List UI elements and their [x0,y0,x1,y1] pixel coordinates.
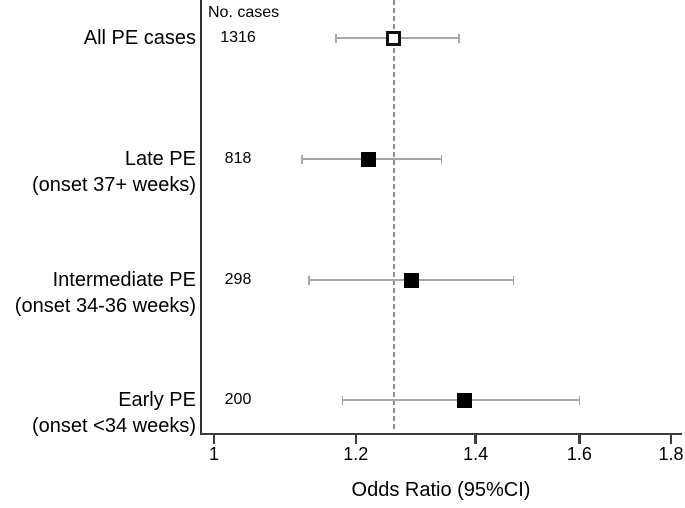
row-label: All PE cases [0,25,196,51]
case-count: 298 [224,271,252,288]
row-label-line2: (onset <34 weeks) [32,415,196,437]
x-axis-tick [212,435,216,444]
or-marker [456,392,472,408]
row-label: Intermediate PE (onset 34-36 weeks) [0,267,196,319]
or-marker [404,272,420,288]
x-axis-tick-label: 1 [208,444,219,464]
x-axis-tick-label: 1.8 [658,444,684,464]
reference-dashed-line [392,0,395,430]
x-axis-tick [578,435,581,444]
or-marker [386,30,402,46]
row-label: Late PE (onset 37+ weeks) [0,146,196,198]
ci-cap-low [341,395,344,405]
row-label-line1: Early PE [118,389,196,411]
ci-cap-low [308,275,310,285]
case-count: 1316 [220,29,256,46]
row-label-line2: (onset 37+ weeks) [32,174,196,196]
x-axis-tick-label: 1.6 [566,444,592,464]
ci-cap-low [301,154,303,164]
ci-cap-high [578,395,581,405]
row-label-line1: Intermediate PE [52,269,196,291]
x-axis-line [200,433,682,436]
x-axis-tick-label: 1.2 [343,444,369,464]
ci-cap-high [512,275,515,285]
ci-cap-high [457,33,460,43]
x-axis-tick [669,435,673,444]
ci-cap-high [440,154,443,164]
row-label: Early PE (onset <34 weeks) [0,387,196,439]
row-label-line1: All PE cases [83,27,196,49]
cases-column-header: No. cases [208,4,280,21]
or-marker [361,151,377,167]
x-axis-tick-label: 1.4 [463,444,489,464]
case-count: 818 [224,150,252,167]
case-count: 200 [224,391,252,408]
x-axis-tick [474,435,477,444]
x-axis-title: Odds Ratio (95%CI) [351,479,531,501]
row-label-line2: (onset 34-36 weeks) [14,295,196,317]
row-label-line1: Late PE [124,148,196,170]
x-axis-tick [354,435,357,444]
ci-cap-low [335,33,337,43]
y-axis-line [200,0,203,435]
